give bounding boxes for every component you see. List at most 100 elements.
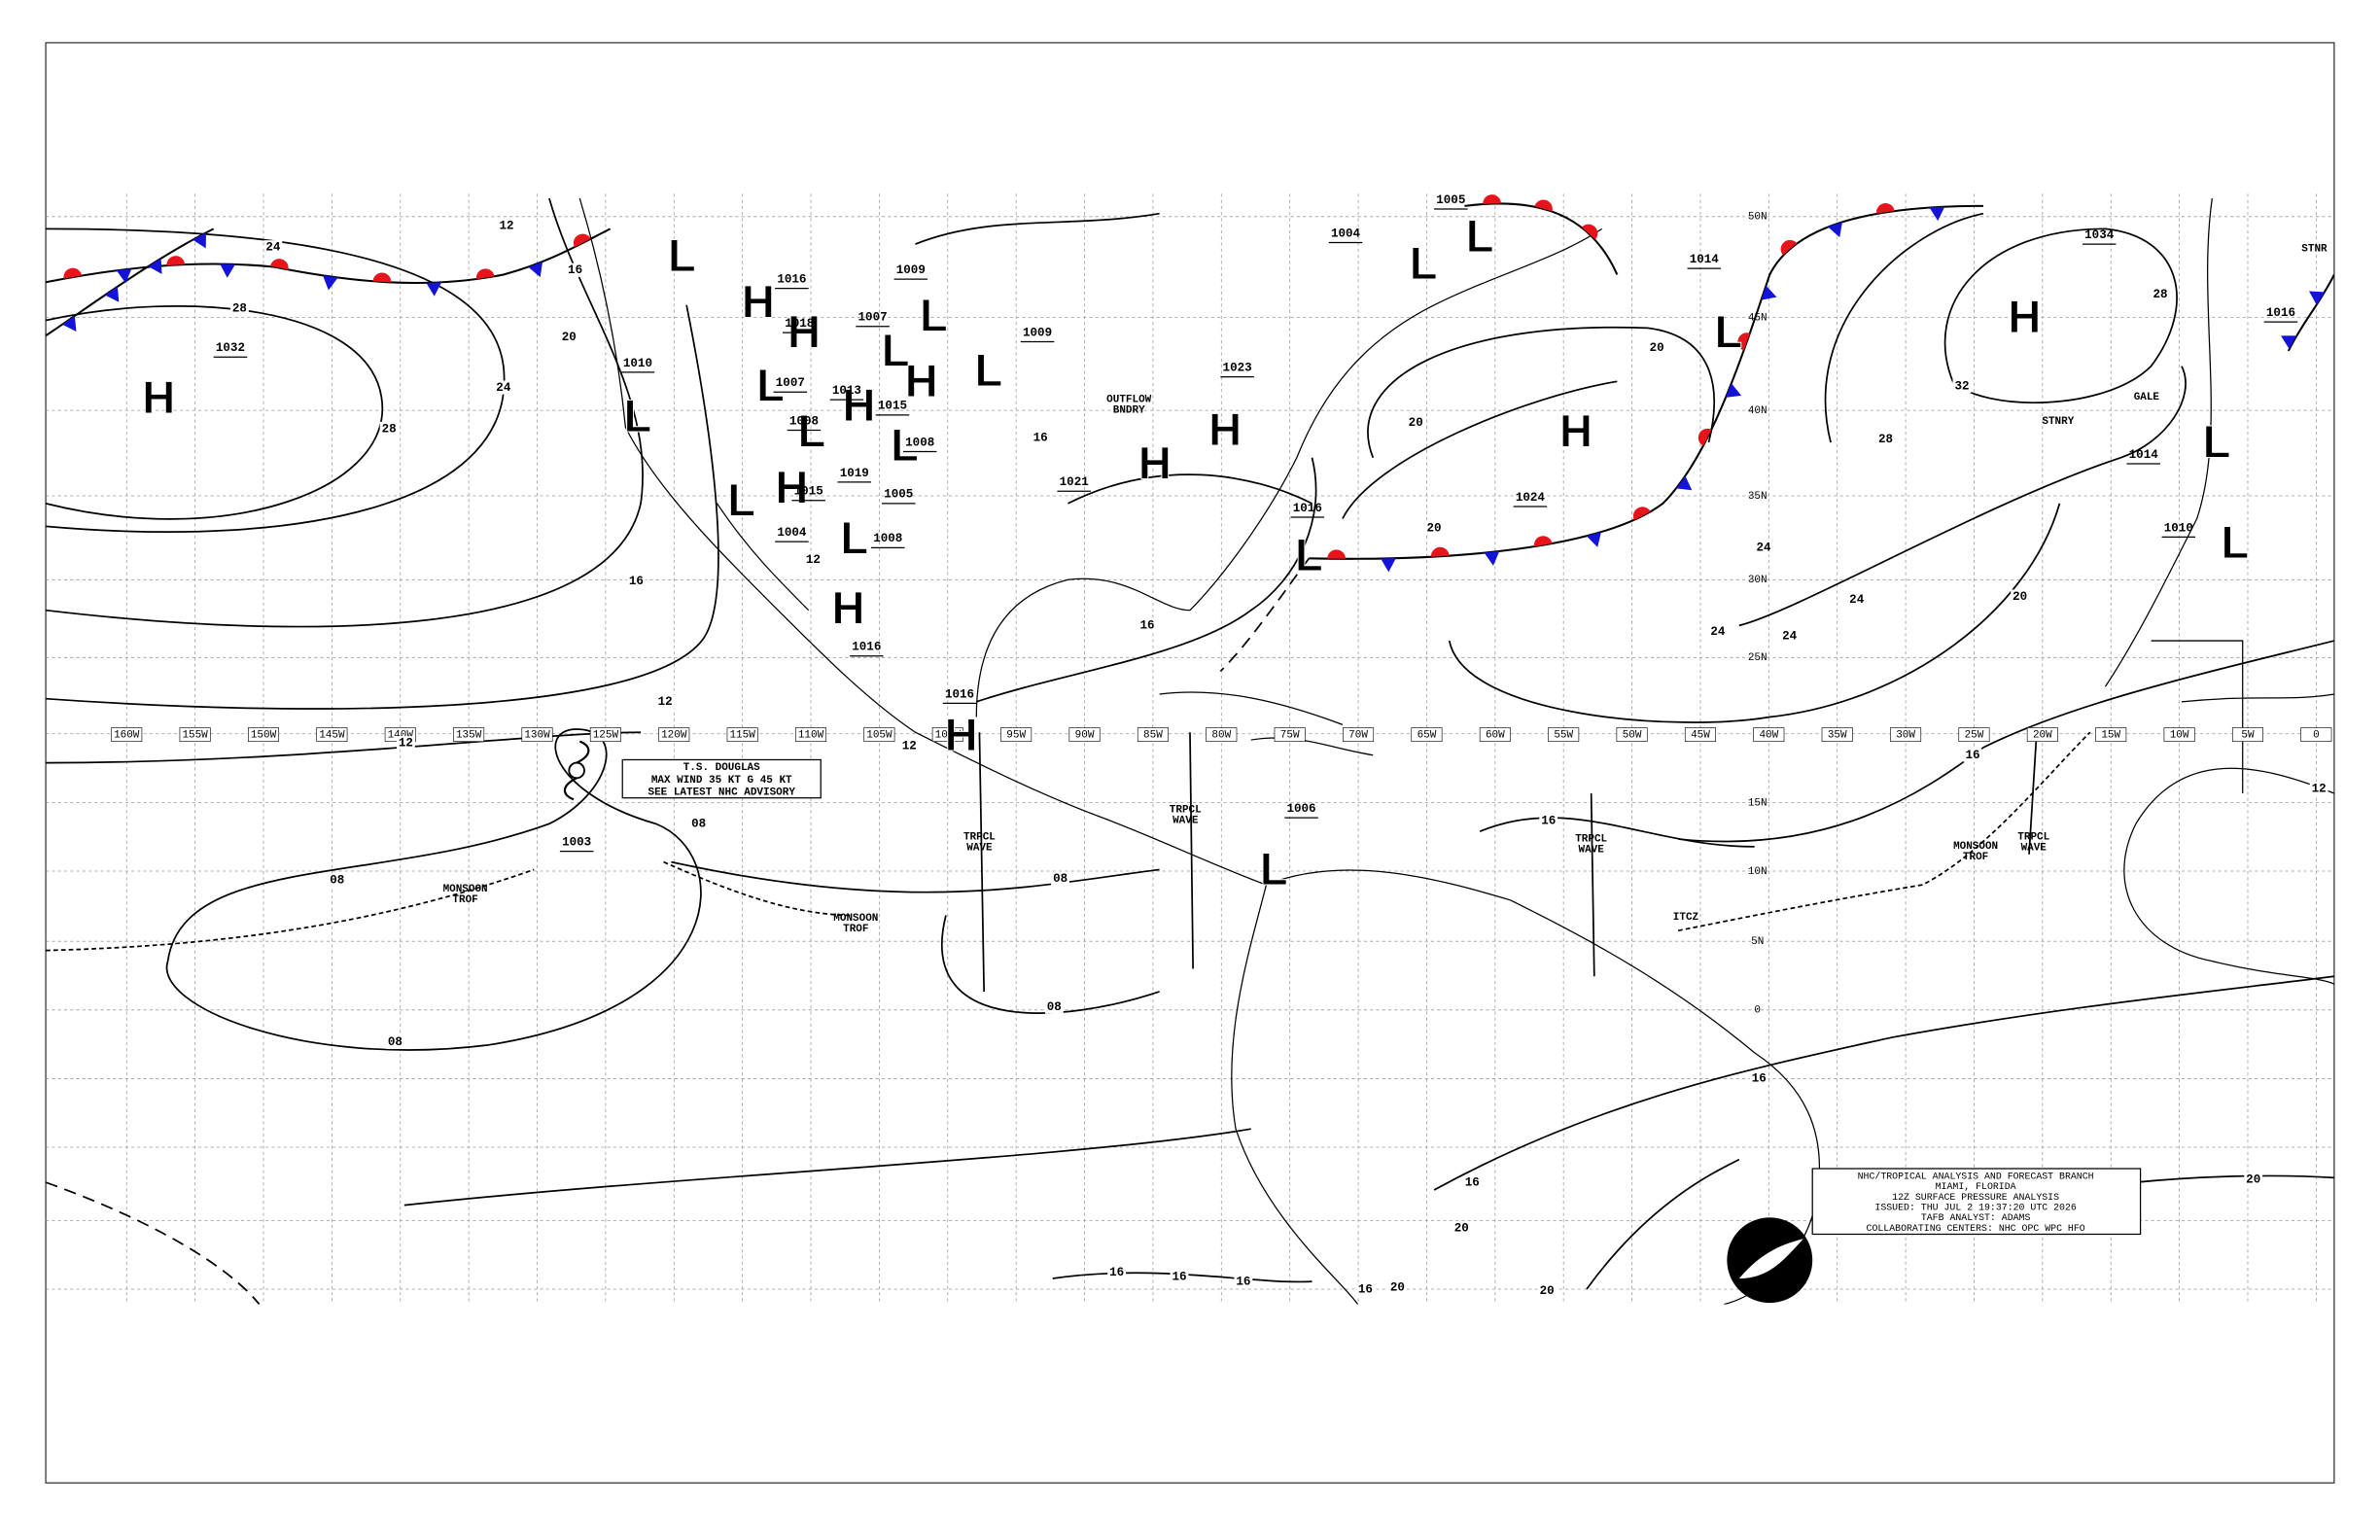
lon-label: 15W bbox=[2101, 729, 2120, 741]
isobar-label-bg bbox=[1462, 1175, 1482, 1190]
lon-label-box bbox=[179, 727, 211, 742]
lat-label: 15N bbox=[1748, 797, 1768, 809]
isobar-label: 08 bbox=[691, 818, 706, 831]
isobar-label-bg bbox=[899, 739, 919, 753]
warm-symbol bbox=[1632, 507, 1651, 520]
storm-center bbox=[568, 761, 585, 780]
isobar-label-bg bbox=[386, 1034, 404, 1049]
high-center: H bbox=[1208, 403, 1242, 455]
isobar-label-bg bbox=[229, 300, 249, 316]
pressure-value: 1008 bbox=[873, 532, 902, 545]
lat-label: 30N bbox=[1748, 575, 1768, 586]
isobar-label: 12 bbox=[399, 737, 413, 751]
pressure-value: 1007 bbox=[858, 311, 888, 325]
lat-label: 45N bbox=[1748, 312, 1768, 324]
lon-label-box bbox=[1821, 727, 1853, 742]
isobar-label-bg bbox=[1051, 871, 1070, 886]
lon-label: 60W bbox=[1486, 729, 1505, 741]
low-center: L bbox=[840, 512, 868, 564]
lon-label-box bbox=[1548, 727, 1580, 742]
pressure-value: 1004 bbox=[777, 526, 807, 540]
isobar-label: 24 bbox=[265, 241, 281, 255]
lon-label: 130W bbox=[524, 729, 550, 741]
pressure-value: 1034 bbox=[2084, 228, 2115, 242]
lon-label: 75W bbox=[1280, 729, 1300, 741]
low-center: L bbox=[1715, 306, 1743, 358]
isobar-label: 16 bbox=[1752, 1072, 1767, 1086]
high-center: H bbox=[142, 371, 175, 423]
isobar bbox=[671, 860, 1160, 893]
high-center: H bbox=[742, 275, 775, 327]
isobar-label: 16 bbox=[1033, 432, 1048, 445]
lon-label: 100W bbox=[935, 729, 962, 741]
isobar-label-bg bbox=[1647, 340, 1666, 355]
lat-label: 40N bbox=[1748, 405, 1768, 417]
isobar-label: 16 bbox=[629, 575, 644, 588]
isobar-label: 08 bbox=[330, 874, 344, 888]
lat-label: 10N bbox=[1748, 866, 1768, 878]
warm-symbol bbox=[166, 256, 186, 266]
lon-label: 150W bbox=[251, 729, 277, 741]
isobar-label-bg bbox=[1876, 432, 1895, 446]
isobar bbox=[1052, 1272, 1312, 1283]
pressure-value: 1019 bbox=[840, 467, 869, 480]
coastline bbox=[2151, 640, 2334, 793]
isobar-label-bg bbox=[1780, 629, 1800, 644]
lon-label: 120W bbox=[661, 729, 687, 741]
isobar-label: 16 bbox=[1465, 1175, 1480, 1189]
lon-label: 45W bbox=[1691, 729, 1710, 741]
lon-label: 65W bbox=[1418, 729, 1437, 741]
feature-label: TRPCL WAVE bbox=[1170, 804, 1202, 826]
lon-label-box bbox=[1411, 727, 1443, 742]
feature-label: TRPCL WAVE bbox=[1575, 833, 1607, 856]
isobar bbox=[1342, 380, 1618, 519]
pressure-value: 1006 bbox=[1286, 802, 1315, 816]
pressure-value: 1014 bbox=[1690, 253, 1720, 266]
warm-symbol bbox=[1483, 194, 1501, 204]
isobar bbox=[46, 228, 506, 534]
pressure-value: 1005 bbox=[1436, 193, 1465, 207]
isobar bbox=[46, 197, 644, 628]
lon-label: 35W bbox=[1828, 729, 1847, 741]
lon-label: 160W bbox=[114, 729, 140, 741]
lon-label: 40W bbox=[1759, 729, 1778, 741]
pressure-value: 1008 bbox=[905, 436, 934, 449]
isobar-label: 16 bbox=[1109, 1266, 1124, 1279]
isobar-label-bg bbox=[1234, 1275, 1253, 1289]
isobar-label-bg bbox=[1452, 1221, 1471, 1236]
lon-label-box bbox=[863, 727, 895, 742]
lon-label-box bbox=[2300, 727, 2332, 742]
map-layer: 160W 155W 150W 145W 140W 135W 130W 125W 120W 115W… bbox=[45, 42, 2335, 1484]
pressure-value: 1004 bbox=[1331, 227, 1361, 240]
isobar-label: 20 bbox=[2246, 1172, 2260, 1186]
isobar-label-bg bbox=[626, 574, 646, 588]
isobar-label-bg bbox=[2309, 782, 2328, 796]
warm-symbol bbox=[573, 233, 591, 248]
isobar bbox=[1738, 366, 2187, 627]
low-center: L bbox=[624, 390, 652, 441]
low-center: L bbox=[1466, 210, 1494, 262]
cold-symbol bbox=[1726, 383, 1742, 398]
info-text: 12Z SURFACE PRESSURE ANALYSIS bbox=[1892, 1192, 2059, 1203]
logo-text: NOAA bbox=[1757, 1228, 1783, 1240]
feature-label: STNR bbox=[2301, 244, 2328, 256]
isobar-label: 24 bbox=[496, 381, 511, 395]
isobar bbox=[1479, 817, 1755, 848]
high-center: H bbox=[842, 379, 875, 431]
isobars bbox=[46, 197, 2334, 1305]
high-center: H bbox=[905, 355, 938, 406]
isobar bbox=[1448, 503, 2061, 723]
coastline bbox=[717, 503, 810, 612]
feature-label: ITCZ bbox=[1673, 912, 1699, 924]
lon-label-box bbox=[1206, 727, 1238, 742]
lon-label-box bbox=[1958, 727, 1990, 742]
lon-label-box bbox=[1479, 727, 1511, 742]
pressure-value: 1014 bbox=[2129, 448, 2159, 462]
isobar-label: 20 bbox=[1390, 1281, 1405, 1295]
storm-symbol bbox=[563, 740, 590, 801]
cold-symbol bbox=[1381, 558, 1396, 573]
pressure-value: 1032 bbox=[216, 341, 245, 355]
feature-label: STNRY bbox=[2042, 416, 2074, 428]
lon-label: 125W bbox=[593, 729, 619, 741]
high-center: H bbox=[1138, 438, 1172, 489]
